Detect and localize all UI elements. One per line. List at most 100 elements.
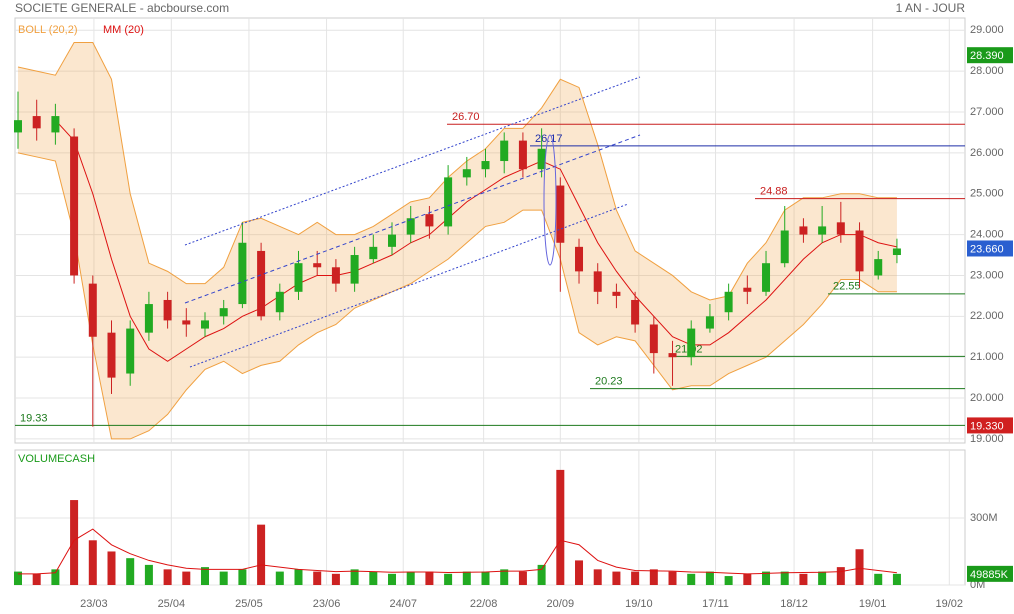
x-tick-label: 25/04 bbox=[158, 598, 186, 610]
volume-bar bbox=[107, 551, 116, 585]
volume-bar bbox=[369, 571, 378, 585]
volume-bar bbox=[13, 571, 22, 585]
legend-ma: MM (20) bbox=[103, 24, 144, 36]
volume-bar bbox=[406, 571, 415, 585]
volume-bar bbox=[518, 571, 527, 585]
volume-bar bbox=[257, 524, 266, 585]
volume-bar bbox=[780, 571, 789, 585]
y-tick-label: 26.000 bbox=[970, 147, 1004, 159]
volume-bar bbox=[182, 571, 191, 585]
volume-bar bbox=[649, 569, 658, 585]
channel-upper bbox=[184, 76, 641, 246]
volume-bar bbox=[743, 573, 752, 585]
x-tick-label: 17/11 bbox=[702, 598, 729, 610]
volume-bar bbox=[836, 567, 845, 585]
volume-bar bbox=[537, 564, 546, 585]
price-flag bbox=[967, 417, 1013, 434]
candle-body bbox=[575, 246, 584, 272]
candle-body bbox=[874, 259, 883, 276]
volume-bar bbox=[144, 564, 153, 585]
candle-body bbox=[518, 140, 527, 170]
chart-title: SOCIETE GENERALE - abcbourse.com bbox=[15, 1, 229, 15]
candle-body bbox=[892, 248, 901, 256]
volume-bar bbox=[892, 573, 901, 585]
volume-bar bbox=[70, 500, 79, 585]
candle-body bbox=[705, 316, 714, 329]
candle-body bbox=[425, 214, 434, 227]
x-tick-label: 19/01 bbox=[859, 598, 887, 610]
legend-boll: BOLL (20,2) bbox=[18, 24, 78, 36]
candle-body bbox=[313, 263, 322, 268]
x-tick-label: 23/03 bbox=[80, 598, 108, 610]
volume-bar bbox=[444, 573, 453, 585]
x-tick-label: 20/09 bbox=[547, 598, 575, 610]
y-tick-label: 22.000 bbox=[970, 310, 1004, 322]
x-tick-label: 22/08 bbox=[470, 598, 498, 610]
volume-bar bbox=[388, 573, 397, 585]
candle-body bbox=[406, 218, 415, 235]
candle-body bbox=[350, 255, 359, 284]
level-label: 24.88 bbox=[760, 186, 788, 198]
candle-body bbox=[201, 320, 209, 329]
price-flag-label: 28.390 bbox=[970, 50, 1004, 62]
x-tick-label: 18/12 bbox=[780, 598, 808, 610]
price-frame bbox=[14, 17, 966, 444]
candle-body bbox=[163, 299, 172, 321]
price-flag-label: 23.660 bbox=[970, 243, 1004, 255]
volume-bar bbox=[724, 576, 733, 585]
candle-body bbox=[762, 263, 771, 292]
y-tick-label: 28.000 bbox=[970, 65, 1004, 77]
volume-bar bbox=[481, 571, 490, 585]
candle-body bbox=[257, 250, 266, 317]
bollinger-lower bbox=[17, 152, 897, 440]
volume-bar bbox=[705, 571, 714, 585]
candle-body bbox=[182, 320, 191, 325]
channel-middle bbox=[184, 134, 641, 304]
volume-bar bbox=[631, 571, 640, 585]
candle-body bbox=[855, 230, 864, 272]
x-tick-label: 19/10 bbox=[625, 598, 653, 610]
candle-body bbox=[294, 263, 303, 292]
candle-body bbox=[631, 299, 640, 325]
candle-body bbox=[70, 136, 79, 276]
volume-bar bbox=[500, 569, 509, 585]
bollinger-upper bbox=[17, 42, 897, 301]
volume-bar bbox=[575, 560, 584, 585]
candle-body bbox=[799, 226, 808, 235]
volume-bar bbox=[126, 558, 135, 585]
volume-bar bbox=[238, 569, 247, 585]
level-label: 20.23 bbox=[595, 376, 623, 388]
y-tick-label: 21.000 bbox=[970, 351, 1004, 363]
y-tick-label: 19.000 bbox=[970, 433, 1004, 445]
volume-bar bbox=[350, 569, 359, 585]
candle-body bbox=[556, 185, 565, 243]
candle-body bbox=[537, 148, 546, 170]
candle-body bbox=[612, 291, 621, 296]
price-flag bbox=[967, 47, 1013, 64]
candle-body bbox=[444, 177, 453, 227]
volume-bar bbox=[612, 571, 621, 585]
bollinger-fill bbox=[17, 42, 897, 439]
candle-body bbox=[818, 226, 827, 235]
candle-body bbox=[126, 328, 135, 374]
volume-bar bbox=[313, 571, 322, 585]
volume-bar bbox=[762, 571, 771, 585]
price-flag bbox=[967, 240, 1013, 257]
x-tick-label: 23/06 bbox=[313, 598, 341, 610]
volume-bar bbox=[818, 571, 827, 585]
candle-body bbox=[593, 271, 602, 292]
candle-body bbox=[238, 242, 247, 305]
candle-body bbox=[88, 283, 97, 337]
x-tick-label: 25/05 bbox=[235, 598, 263, 610]
candle-body bbox=[462, 169, 471, 178]
y-tick-label: 24.000 bbox=[970, 228, 1004, 240]
candle-body bbox=[649, 324, 658, 354]
candle-body bbox=[13, 120, 22, 133]
y-tick-label: 23.000 bbox=[970, 269, 1004, 281]
volume-bar bbox=[425, 571, 434, 585]
volume-bar bbox=[556, 469, 565, 585]
volume-flag bbox=[967, 565, 1013, 582]
candle-body bbox=[369, 246, 378, 260]
volume-flag-label: 49885K bbox=[970, 569, 1009, 581]
